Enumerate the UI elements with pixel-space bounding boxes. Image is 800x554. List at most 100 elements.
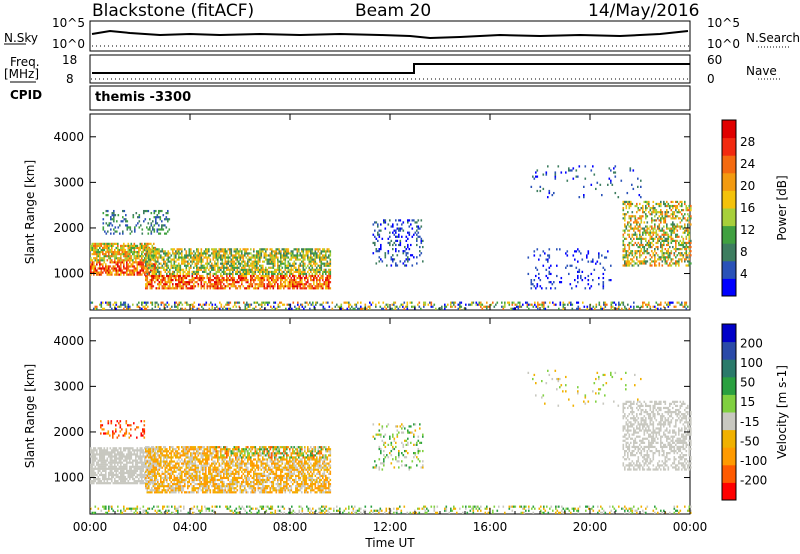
echo-cell [274,262,276,265]
echo-cell [108,273,110,276]
echo-cell [301,254,303,257]
echo-cell [664,252,667,255]
echo-cell [224,270,227,273]
echo-cell [164,232,166,235]
echo-cell [137,216,139,219]
echo-cell [649,229,652,232]
echo-cell [242,260,245,263]
echo-cell [290,254,293,257]
echo-cell [120,461,122,464]
echo-cell [664,262,667,265]
echo-cell [658,262,661,265]
echo-cell [667,215,670,218]
echo-cell [154,250,156,253]
echo-cell [167,287,170,290]
echo-cell [676,229,679,232]
echo-cell [103,307,106,310]
echo-cell [419,235,421,238]
echo-cell [181,279,183,282]
echo-cell [123,261,125,264]
echo-cell [299,281,302,284]
echo-cell [226,252,228,255]
echo-cell [408,231,411,234]
echo-cell [514,303,517,306]
echo-cell [322,248,324,251]
echo-cell [158,483,161,486]
echo-cell [266,287,269,290]
echo-cell [242,268,245,271]
echo-cell [218,276,221,280]
echo-cell [667,264,670,267]
echo-cell [230,268,233,271]
echo-cell [176,268,179,271]
echo-cell [628,202,631,206]
echo-cell [126,471,128,475]
echo-cell [571,307,574,310]
echo-cell [304,285,306,288]
echo-cell [120,477,122,481]
echo-cell [143,212,145,215]
echo-cell [117,244,119,248]
echo-cell [395,243,397,247]
echo-cell [257,260,260,263]
echo-cell [124,303,127,306]
echo-cell [664,237,667,240]
echo-cell [91,482,94,485]
echo-cell [224,279,227,282]
echo-cell [140,224,142,227]
echo-cell [126,467,128,470]
echo-cell [578,268,581,271]
echo-cell [681,200,683,204]
echo-cell [151,478,153,482]
echo-cell [196,256,198,259]
echo-cell [102,257,104,260]
echo-cell [604,303,607,306]
echo-cell [241,250,243,253]
echo-cell [375,262,378,265]
echo-cell [262,264,264,267]
echo-cell [221,279,224,282]
echo-cell [120,463,122,466]
echo-cell [327,301,329,304]
echo-cell [405,252,408,255]
echo-cell [666,215,668,218]
echo-cell [277,252,279,255]
echo-cell [193,256,195,259]
echo-cell [416,239,418,243]
echo-cell [129,482,131,485]
echo-cell [164,283,167,286]
echo-cell [260,270,263,273]
echo-cell [138,467,140,470]
echo-cell [257,256,260,259]
echo-cell [394,301,397,304]
echo-cell [607,183,609,186]
echo-cell [168,228,171,231]
echo-cell [614,171,617,174]
echo-cell [167,230,169,233]
echo-cell [208,279,210,282]
echo-cell [120,447,122,450]
echo-cell [517,301,520,304]
echo-cell [235,285,237,288]
echo-cell [227,276,230,280]
echo-cell [648,243,650,247]
echo-cell [320,276,323,280]
echo-cell [149,456,152,459]
echo-cell [112,451,115,454]
echo-cell [145,460,147,463]
echo-cell [550,264,552,267]
echo-cell [208,262,210,265]
echo-cell [392,254,394,257]
echo-cell [167,212,169,215]
echo-cell [401,235,403,238]
echo-cell [311,264,314,267]
echo-cell [103,459,106,462]
echo-cell [126,257,128,260]
echo-cell [627,256,629,259]
echo-cell [173,260,176,263]
echo-cell [631,227,634,230]
echo-cell [306,301,308,304]
echo-cell [577,175,579,178]
echo-cell [251,279,254,282]
echo-cell [146,274,149,278]
